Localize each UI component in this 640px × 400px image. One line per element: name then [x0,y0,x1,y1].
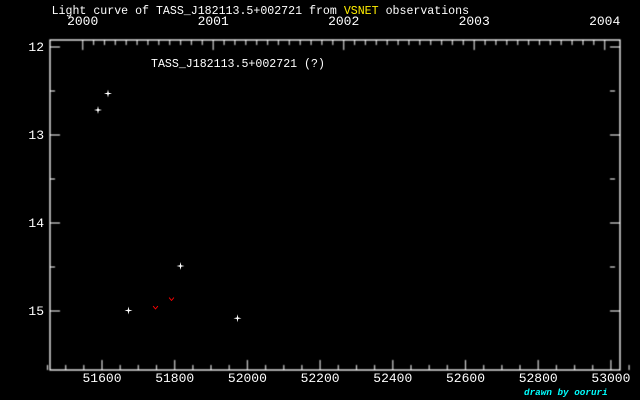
svg-text:52800: 52800 [519,371,558,386]
svg-text:52000: 52000 [228,371,267,386]
svg-text:53000: 53000 [591,371,630,386]
svg-text:13: 13 [28,128,44,143]
svg-text:51600: 51600 [82,371,121,386]
svg-text:TASS_J182113.5+002721 (?): TASS_J182113.5+002721 (?) [151,58,325,71]
svg-text:2004: 2004 [589,14,620,29]
svg-text:52400: 52400 [373,371,412,386]
svg-text:52600: 52600 [446,371,485,386]
svg-text:52200: 52200 [301,371,340,386]
svg-text:Light curve of TASS_J182113.5+: Light curve of TASS_J182113.5+002721 fro… [52,5,469,18]
svg-text:drawn by ooruri: drawn by ooruri [524,387,608,398]
svg-text:51800: 51800 [155,371,194,386]
svg-text:14: 14 [28,216,44,231]
svg-text:15: 15 [28,304,44,319]
svg-text:12: 12 [28,40,44,55]
